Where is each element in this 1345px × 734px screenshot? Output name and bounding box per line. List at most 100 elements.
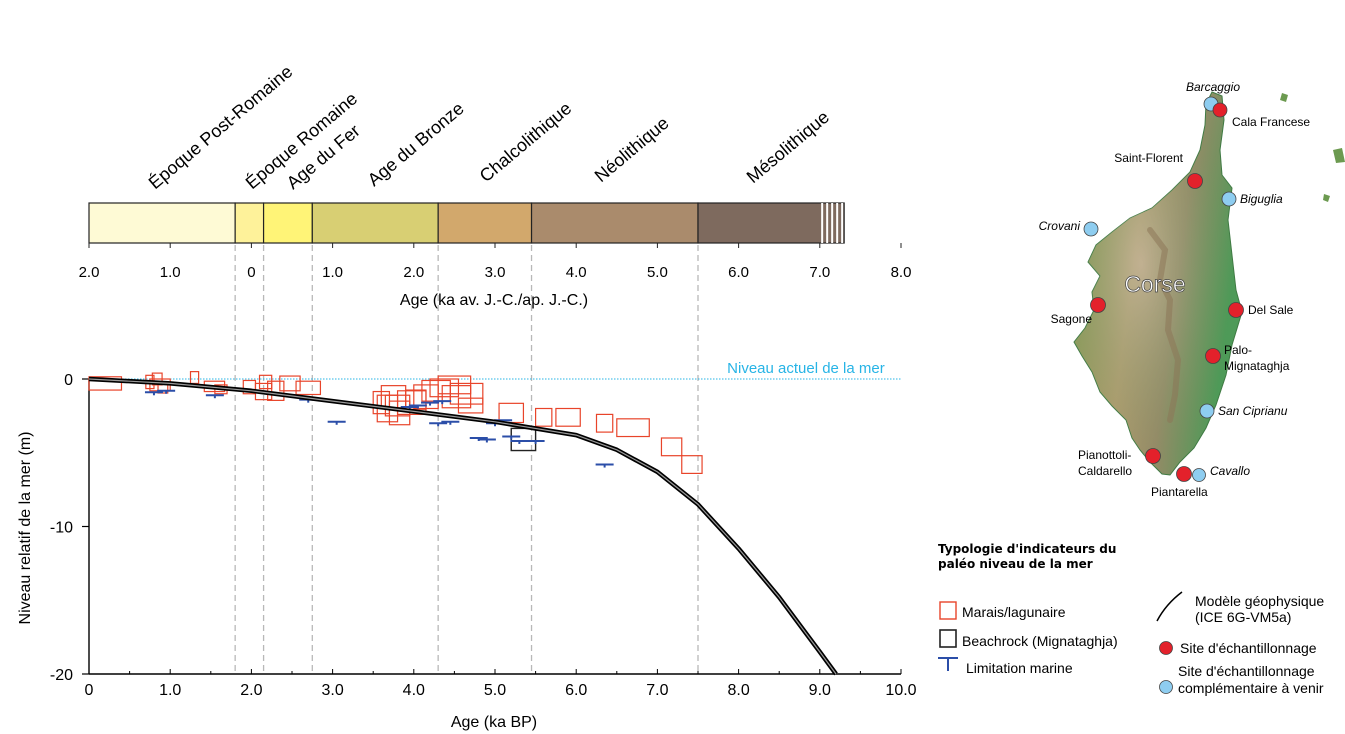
marsh-indicator-box <box>555 407 581 427</box>
top-axis-tick-label: 1.0 <box>322 264 343 281</box>
legend-marsh-label: Marais/lagunaire <box>962 604 1066 620</box>
map-site-cavallo <box>1192 468 1206 482</box>
legend-marsh-symbol <box>939 601 957 620</box>
period-bar <box>697 202 845 244</box>
map-site-label: Piantarella <box>1151 485 1208 499</box>
x-axis-ticks: 0 1.0 2.0 3.0 4.0 5.0 6.0 7.0 8.0 9.0 10.0 <box>85 669 917 699</box>
y-axis-tick-label: -10 <box>50 520 73 537</box>
period-label: Mésolithique <box>743 107 833 187</box>
map-site-piantarella <box>1176 466 1192 482</box>
top-axis-tick-label: 0 <box>247 264 255 281</box>
legend-beachrock-symbol <box>939 629 957 648</box>
top-axis-tick-label: 6.0 <box>728 264 749 281</box>
marsh-indicator-box <box>429 378 460 398</box>
marine-limit-marker <box>408 404 427 409</box>
top-axis-tick-label: 2.0 <box>79 264 100 281</box>
map-site-biguglia <box>1221 191 1237 207</box>
map-site-label: Saint-Florent <box>1114 151 1183 165</box>
marsh-indicator-box <box>441 385 472 409</box>
map-site-label: Del Sale <box>1248 303 1294 317</box>
map-site-label: Palo- <box>1224 343 1252 357</box>
legend-site-symbol <box>1159 641 1173 655</box>
legend-model-label-line2: (ICE 6G-VM5a) <box>1195 609 1291 625</box>
x-axis-label: Age (ka BP) <box>451 714 537 731</box>
top-axis-label: Age (ka av. J.-C./ap. J.-C.) <box>400 292 588 309</box>
legend-site-label: Site d'échantillonnage <box>1180 640 1317 656</box>
marine-limit-marker <box>441 420 460 425</box>
period-label: Chalcolithique <box>476 98 575 186</box>
top-axis-tick-label: 8.0 <box>891 264 912 281</box>
legend-future-site-symbol <box>1159 680 1173 694</box>
map-site-san-ciprianu <box>1199 403 1215 419</box>
marine-limit-marker <box>526 439 545 444</box>
period-label: Age du Bronze <box>364 98 468 190</box>
x-axis-tick-label: 0 <box>85 682 94 699</box>
islet-shape <box>1323 194 1330 202</box>
corsica-map: Corse Barcaggio Cala Francese Saint-Flor… <box>1039 80 1345 499</box>
top-axis-tick-label: 3.0 <box>485 264 506 281</box>
period-label: Néolithique <box>591 113 673 186</box>
legend-beachrock-label: Beachrock (Mignataghja) <box>962 633 1118 649</box>
map-site-label: San Ciprianu <box>1218 404 1288 418</box>
map-site-sagone <box>1090 297 1106 313</box>
marsh-indicator-box <box>279 375 301 392</box>
map-site-label: Cala Francese <box>1232 115 1310 129</box>
map-site-palo-mignataghja <box>1205 348 1221 364</box>
marine-limit-marker <box>510 439 529 444</box>
map-site-label: Biguglia <box>1240 192 1283 206</box>
top-axis-tick-label: 5.0 <box>647 264 668 281</box>
model-curve-inner-line <box>88 378 837 675</box>
map-site-label: Mignataghja <box>1224 359 1290 373</box>
map-site-label: Caldarello <box>1078 464 1132 478</box>
marsh-indicator-box <box>437 375 472 395</box>
x-axis-tick-label: 10.0 <box>885 682 916 699</box>
marine-limit-marker <box>429 422 448 427</box>
legend-future-site-label-line2: complémentaire à venir <box>1178 680 1324 696</box>
sea-level-chart: Niveau actuel de la mer 0 1.0 2.0 3.0 4.0 5.0… <box>17 245 917 731</box>
marsh-indicator-box <box>660 437 683 457</box>
period-bar <box>234 202 265 244</box>
marine-limit-marker <box>477 438 496 443</box>
period-bar-hatch <box>821 203 844 243</box>
y-axis-tick-label: -20 <box>50 667 73 684</box>
y-axis-ticks: 0 -10 -20 <box>50 372 89 684</box>
marine-limit-marker <box>157 389 176 394</box>
marsh-indicator-box <box>258 374 273 390</box>
top-axis-ticks: 2.0 1.0 0 1.0 2.0 3.0 4.0 5.0 6.0 7.0 8.0 <box>79 243 912 281</box>
period-bar <box>88 202 236 244</box>
map-site-saint-florent <box>1187 173 1203 189</box>
period-bar <box>262 202 313 244</box>
marsh-indicator-box <box>534 407 553 427</box>
corsica-relief-shading <box>1074 92 1242 475</box>
x-axis-tick-label: 3.0 <box>321 682 343 699</box>
marine-limit-marker <box>433 400 452 405</box>
period-bar <box>530 202 699 244</box>
map-site-label: Cavallo <box>1210 464 1250 478</box>
x-axis-tick-label: 1.0 <box>159 682 181 699</box>
legend-marine-limit-label: Limitation marine <box>966 660 1073 676</box>
map-site-crovani <box>1083 221 1099 237</box>
marine-limit-marker <box>502 435 521 440</box>
legend: Typologie d'indicateurs du paléo niveau … <box>938 542 1324 696</box>
present-sea-level-label: Niveau actuel de la mer <box>727 360 885 377</box>
model-curve <box>88 376 838 676</box>
marine-limit-marker <box>327 420 346 425</box>
marsh-indicator-box <box>405 389 427 410</box>
mountain-ridge <box>1147 227 1182 423</box>
period-boundary-lines <box>234 245 699 674</box>
x-axis-tick-label: 5.0 <box>484 682 506 699</box>
period-bar <box>311 202 439 244</box>
map-site-pianottoli-caldarello <box>1145 448 1161 464</box>
y-axis-tick-label: 0 <box>64 372 73 389</box>
map-site-cala-francese <box>1212 102 1228 118</box>
map-site-label: Sagone <box>1051 312 1093 326</box>
marine-limit-marker <box>595 463 614 468</box>
map-site-del-sale <box>1228 302 1244 318</box>
legend-marine-limit-symbol <box>938 657 958 671</box>
top-axis-tick-label: 4.0 <box>566 264 587 281</box>
x-axis-tick-label: 9.0 <box>809 682 831 699</box>
top-axis-tick-label: 2.0 <box>403 264 424 281</box>
legend-model-label-line1: Modèle géophysique <box>1195 593 1324 609</box>
period-bars <box>88 202 845 244</box>
